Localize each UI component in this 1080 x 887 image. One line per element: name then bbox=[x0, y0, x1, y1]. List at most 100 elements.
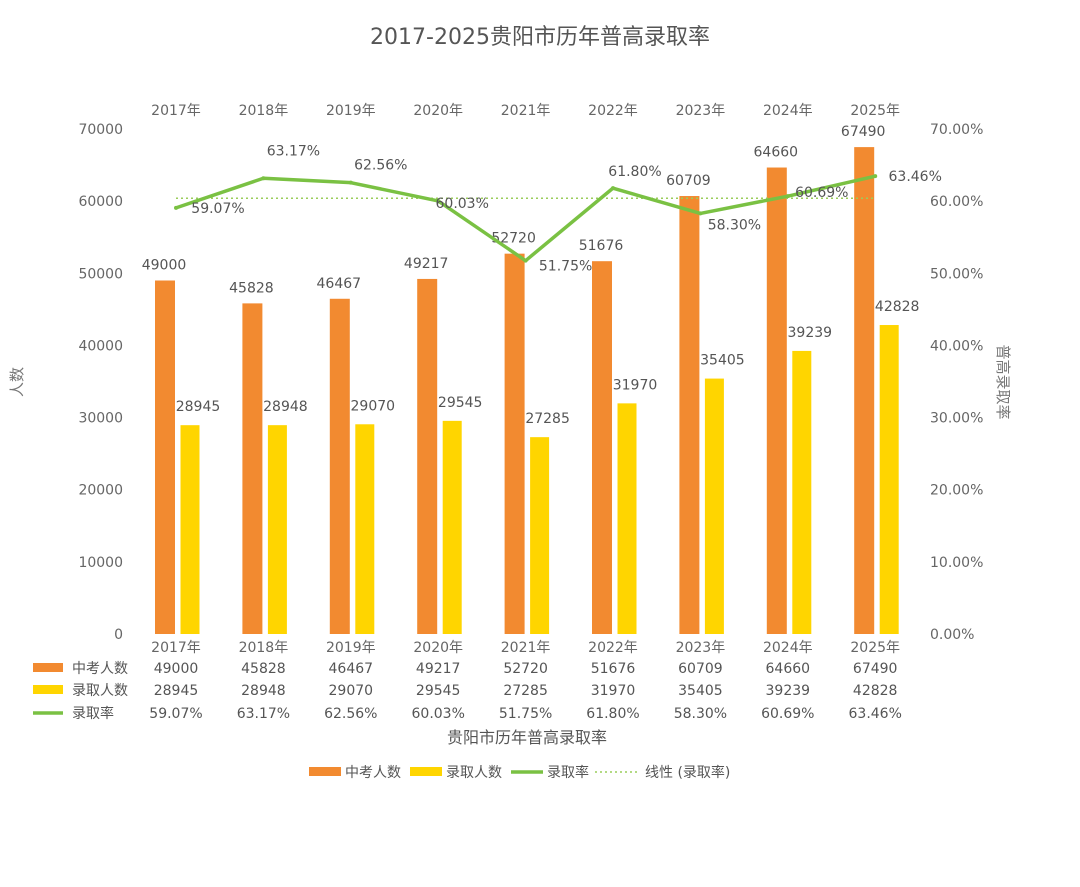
top-category-label: 2020年 bbox=[413, 103, 463, 119]
admit-count-bar bbox=[180, 425, 200, 634]
top-category-label: 2021年 bbox=[501, 103, 551, 119]
table-cell: 29070 bbox=[329, 683, 374, 699]
left-tick-label: 40000 bbox=[78, 338, 123, 354]
table-cell: 42828 bbox=[853, 683, 898, 699]
table-legend-swatch bbox=[33, 685, 63, 694]
legend-label: 中考人数 bbox=[345, 765, 401, 781]
admit-count-bar bbox=[442, 420, 462, 634]
rate-point bbox=[785, 194, 790, 199]
legend-label: 录取人数 bbox=[446, 765, 502, 781]
left-axis-title: 人数 bbox=[8, 367, 26, 397]
rate-label: 63.46% bbox=[889, 169, 942, 185]
table-category-label: 2019年 bbox=[326, 640, 376, 656]
table-cell: 62.56% bbox=[324, 706, 377, 722]
rate-point bbox=[436, 198, 441, 203]
table-category-label: 2021年 bbox=[501, 640, 551, 656]
rate-label: 51.75% bbox=[539, 259, 592, 275]
table-cell: 51.75% bbox=[499, 706, 552, 722]
exam-count-bar bbox=[329, 298, 350, 634]
rate-label: 63.17% bbox=[267, 143, 320, 159]
table-cell: 59.07% bbox=[149, 706, 202, 722]
left-axis-ticks: 70000 60000 50000 40000 30000 20000 10000 0 bbox=[78, 122, 123, 643]
rate-label: 60.69% bbox=[795, 185, 848, 201]
rate-label: 62.56% bbox=[354, 158, 407, 174]
rate-line bbox=[174, 174, 878, 263]
admit-count-label: 29545 bbox=[438, 395, 483, 411]
legend-label: 线性 (录取率) bbox=[645, 764, 730, 781]
legend-swatch bbox=[309, 767, 341, 776]
right-tick-label: 60.00% bbox=[930, 194, 983, 210]
left-tick-label: 0 bbox=[114, 627, 123, 643]
rate-point bbox=[174, 205, 178, 210]
table-cell: 60709 bbox=[678, 661, 723, 677]
rate-labels: 59.07% 63.17% 62.56% 60.03% 51.75% 61.80% 58.3… bbox=[191, 143, 942, 274]
right-tick-label: 20.00% bbox=[930, 483, 983, 499]
left-tick-label: 60000 bbox=[78, 194, 123, 210]
exam-count-label: 45828 bbox=[229, 280, 274, 296]
exam-count-bar bbox=[504, 253, 525, 635]
rate-label: 59.07% bbox=[191, 201, 244, 217]
exam-count-label: 52720 bbox=[491, 231, 536, 247]
left-tick-label: 30000 bbox=[78, 411, 123, 427]
admit-count-bar bbox=[355, 424, 375, 634]
admit-count-bar bbox=[267, 425, 287, 634]
table-cell: 35405 bbox=[678, 683, 723, 699]
table-category-label: 2018年 bbox=[239, 640, 289, 656]
bar-labels: 49000 45828 46467 49217 52720 51676 60709 64660… bbox=[142, 124, 920, 427]
table-cell: 52720 bbox=[503, 661, 548, 677]
table-cell: 67490 bbox=[853, 661, 898, 677]
admit-count-label: 35405 bbox=[700, 353, 745, 369]
exam-count-label: 49000 bbox=[142, 258, 187, 274]
top-category-label: 2017年 bbox=[151, 103, 201, 119]
legend: 中考人数 录取人数 录取率 线性 (录取率) bbox=[309, 764, 730, 781]
admit-count-label: 28945 bbox=[176, 399, 221, 415]
table-cell: 28948 bbox=[241, 683, 286, 699]
table-category-label: 2025年 bbox=[850, 640, 900, 656]
top-category-label: 2025年 bbox=[850, 103, 900, 119]
right-tick-label: 40.00% bbox=[930, 338, 983, 354]
rate-label: 60.03% bbox=[436, 196, 489, 212]
table-cell: 61.80% bbox=[586, 706, 639, 722]
exam-count-bar bbox=[766, 167, 787, 634]
rate-point bbox=[873, 174, 878, 179]
table-cell: 58.30% bbox=[674, 706, 727, 722]
rate-label: 58.30% bbox=[708, 217, 761, 233]
table-cell: 45828 bbox=[241, 661, 286, 677]
exam-count-label: 60709 bbox=[666, 173, 711, 189]
table-cell: 46467 bbox=[329, 661, 374, 677]
table-title: 贵阳市历年普高录取率 bbox=[447, 728, 607, 747]
table-cell: 51676 bbox=[591, 661, 636, 677]
legend-swatch bbox=[410, 767, 442, 776]
table-cell: 49217 bbox=[416, 661, 461, 677]
data-table: 2017年 2018年 2019年 2020年 2021年 2022年 2023年 2024年… bbox=[33, 640, 902, 722]
exam-count-label: 46467 bbox=[317, 276, 362, 292]
admit-count-bar bbox=[704, 378, 724, 634]
exam-count-label: 64660 bbox=[754, 145, 799, 161]
table-cell: 63.17% bbox=[237, 706, 290, 722]
table-series-name: 中考人数 bbox=[72, 661, 128, 677]
left-tick-label: 70000 bbox=[78, 122, 123, 138]
admit-count-bar bbox=[879, 325, 899, 634]
table-category-label: 2022年 bbox=[588, 640, 638, 656]
table-category-label: 2017年 bbox=[151, 640, 201, 656]
table-cell: 49000 bbox=[154, 661, 199, 677]
exam-count-bar bbox=[592, 261, 612, 634]
table-cell: 63.46% bbox=[849, 706, 902, 722]
exam-count-bar bbox=[417, 278, 438, 634]
table-cell: 60.03% bbox=[412, 706, 465, 722]
table-cell: 29545 bbox=[416, 683, 461, 699]
admit-count-label: 39239 bbox=[788, 325, 833, 341]
top-category-label: 2019年 bbox=[326, 103, 376, 119]
exam-count-bar bbox=[854, 147, 875, 635]
legend-label: 录取率 bbox=[547, 764, 589, 781]
right-tick-label: 70.00% bbox=[930, 122, 983, 138]
chart-title: 2017-2025贵阳市历年普高录取率 bbox=[370, 25, 710, 50]
rate-point bbox=[611, 186, 615, 191]
exam-count-label: 67490 bbox=[841, 124, 886, 140]
admit-count-label: 29070 bbox=[351, 398, 396, 414]
right-tick-label: 0.00% bbox=[930, 627, 974, 643]
right-tick-label: 30.00% bbox=[930, 411, 983, 427]
rate-point bbox=[523, 258, 528, 263]
top-category-label: 2024年 bbox=[763, 103, 813, 119]
exam-count-bar bbox=[242, 303, 263, 634]
